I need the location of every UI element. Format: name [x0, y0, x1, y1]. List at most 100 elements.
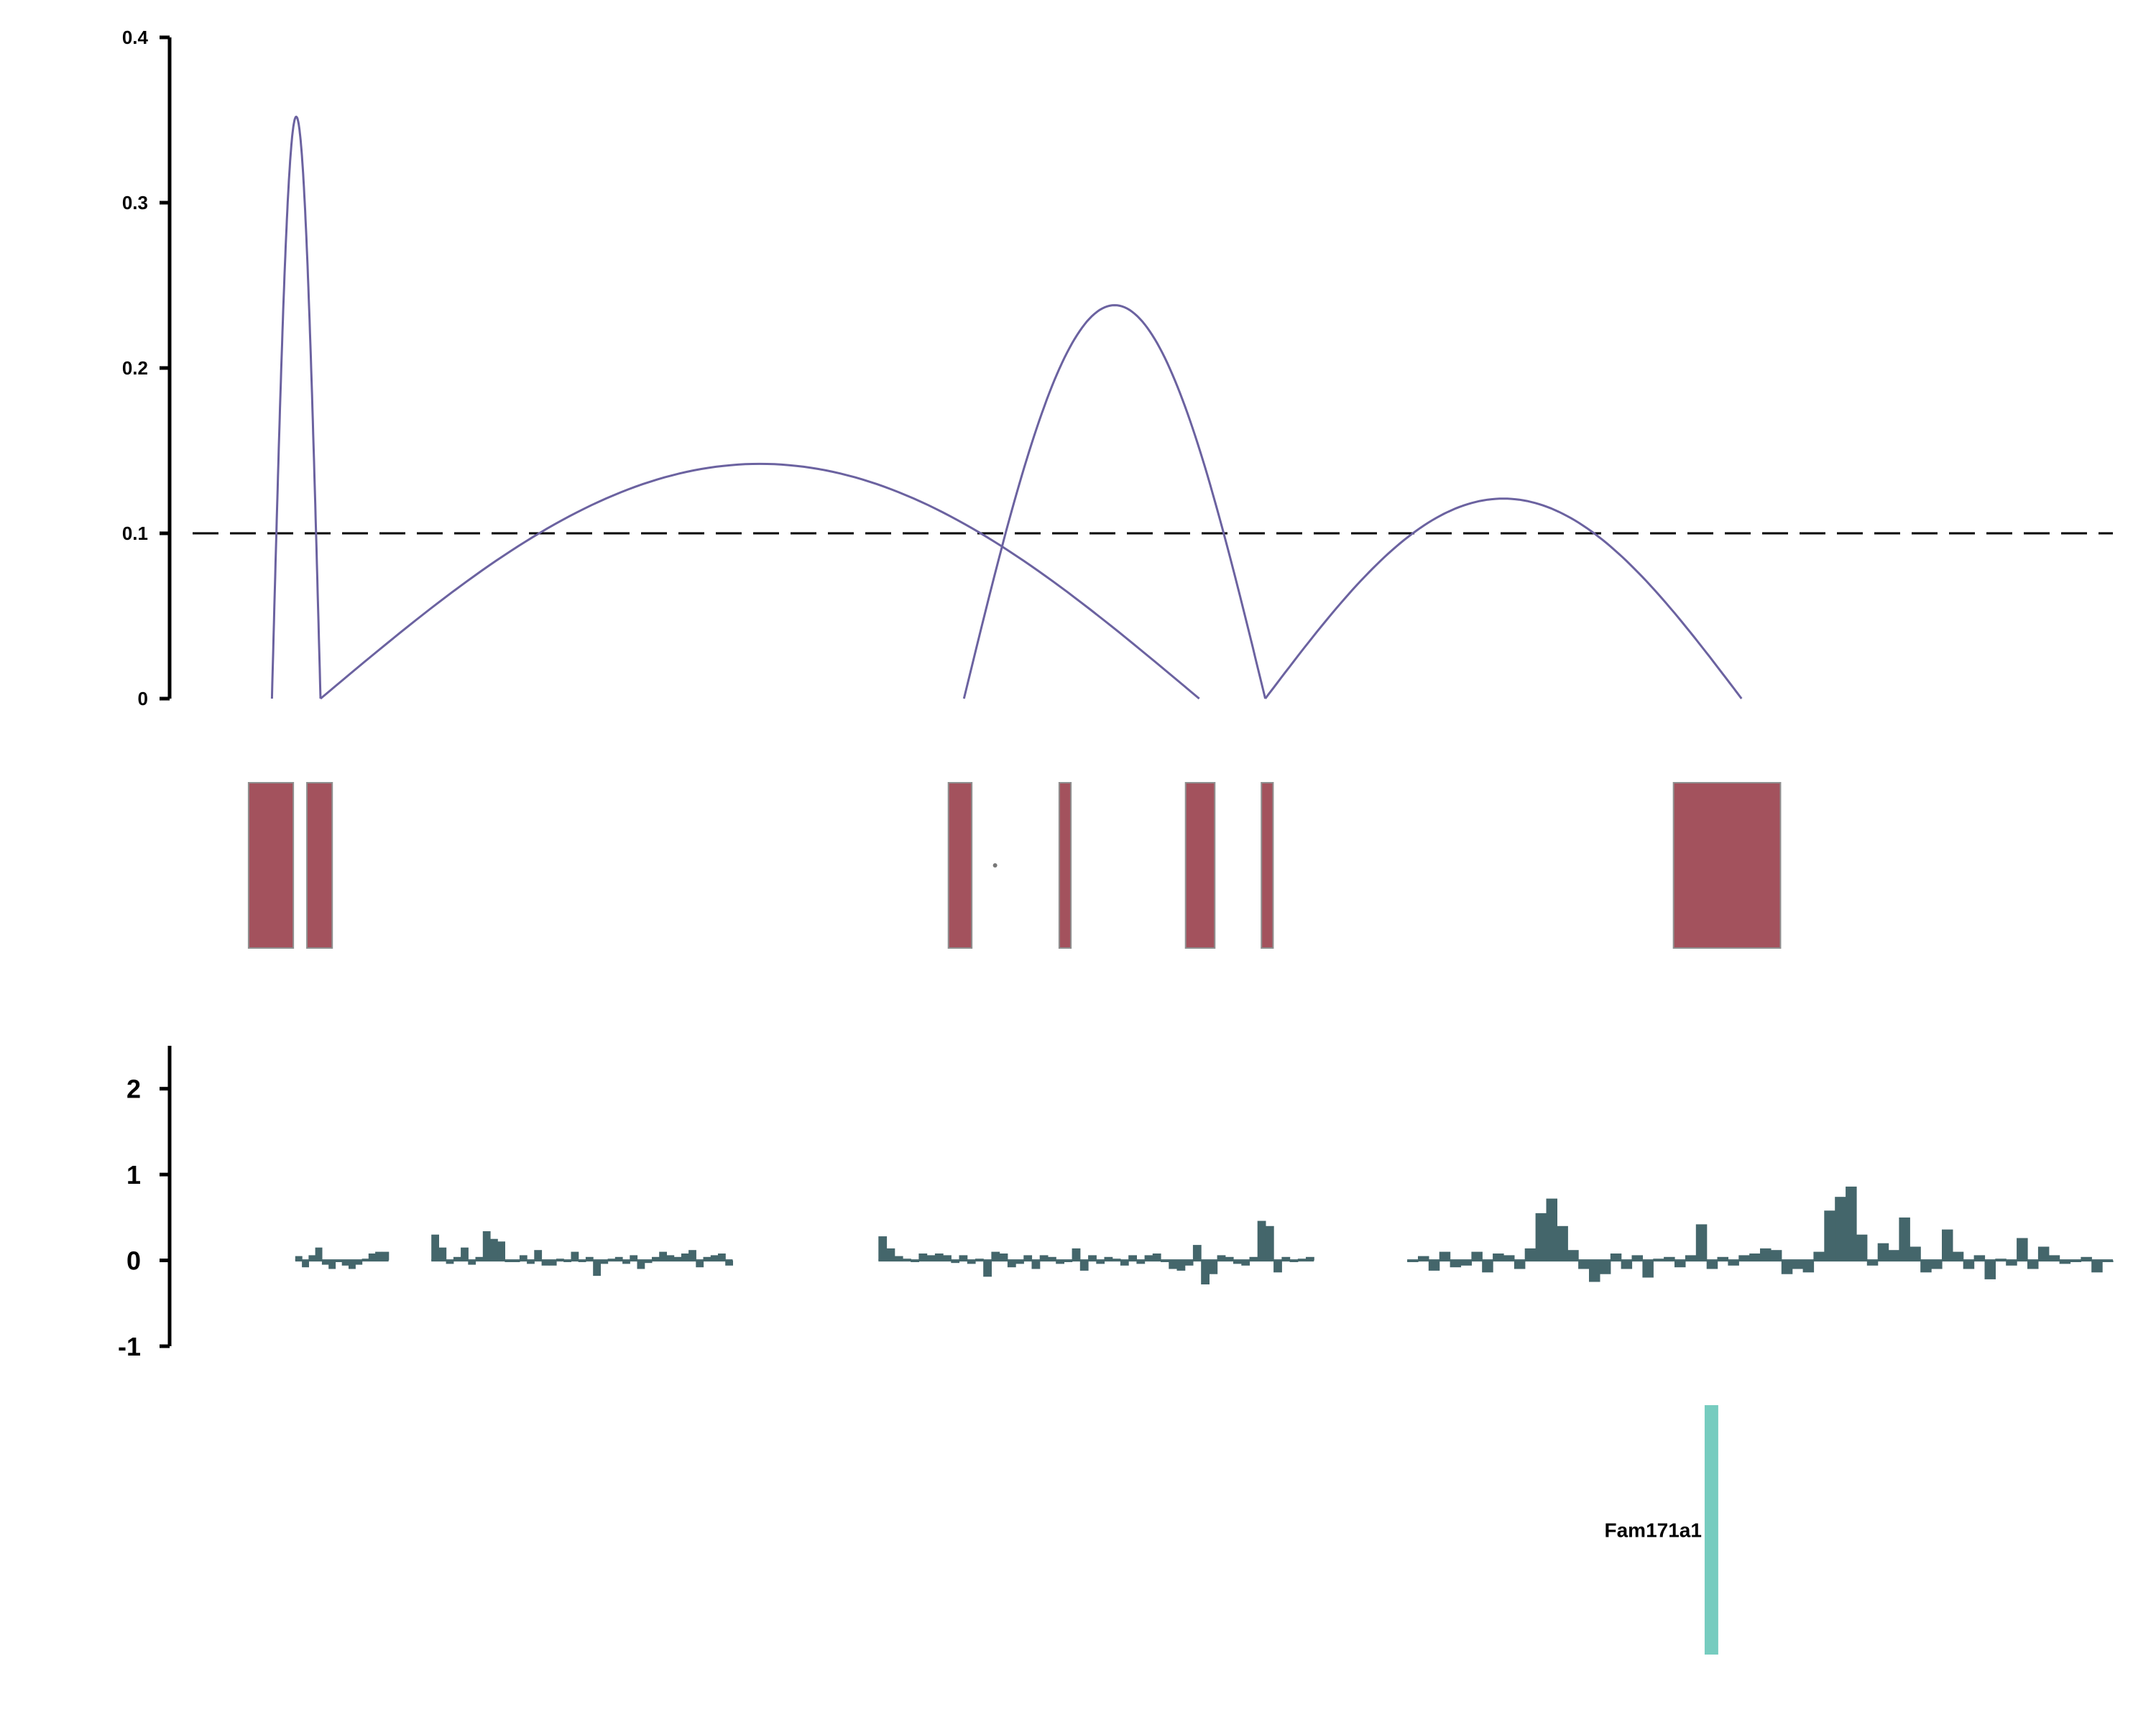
score-bar: [382, 1251, 390, 1261]
score-bar: [1192, 1245, 1202, 1261]
arc-line: [270, 115, 322, 699]
score-bar: [991, 1251, 1000, 1261]
arc-line: [1264, 497, 1743, 699]
y-tick-label: 0.4: [122, 27, 149, 48]
score-bar: [607, 1259, 616, 1261]
score-bar: [975, 1259, 984, 1261]
score-bar: [934, 1254, 944, 1261]
score-bar: [1184, 1260, 1194, 1266]
y-tick-label: 0.2: [122, 357, 148, 379]
score-bar: [1257, 1220, 1266, 1261]
arc-panel: 0 0.1 0.2 0.3 0.4: [122, 27, 2113, 709]
score-bar: [911, 1260, 919, 1262]
score-bar: [1942, 1229, 1953, 1261]
score-bar: [1503, 1255, 1515, 1261]
score-bar: [1048, 1256, 1056, 1261]
score-bar: [1535, 1213, 1547, 1261]
score-bar: [431, 1234, 439, 1261]
score-bar: [1209, 1260, 1218, 1274]
y-tick-label: 0: [138, 688, 148, 709]
score-bar: [943, 1255, 952, 1261]
score-bar: [335, 1260, 343, 1262]
score-bar: [1297, 1259, 1307, 1261]
score-bar: [1589, 1260, 1600, 1282]
score-bar: [368, 1254, 376, 1261]
score-bar: [475, 1256, 484, 1261]
score-bar: [505, 1260, 513, 1262]
score-bar: [446, 1260, 454, 1264]
feature-box: [306, 782, 333, 949]
score-bar: [688, 1250, 696, 1261]
score-bar: [453, 1256, 461, 1261]
feature-dot: [992, 863, 998, 868]
y-tick-label: 0.3: [122, 192, 148, 213]
score-bar: [295, 1256, 303, 1261]
score-bar: [1760, 1248, 1772, 1261]
score-bar: [497, 1241, 505, 1261]
score-bar: [918, 1254, 928, 1261]
score-bar: [1072, 1248, 1081, 1261]
score-bar: [490, 1238, 498, 1261]
score-bar: [1450, 1260, 1462, 1268]
score-bar: [1578, 1260, 1590, 1269]
score-bar: [614, 1256, 623, 1261]
score-bar: [1152, 1254, 1161, 1261]
score-bar: [696, 1260, 704, 1268]
score-bar: [1428, 1260, 1440, 1271]
score-bar: [1770, 1250, 1782, 1261]
score-bar: [2027, 1260, 2039, 1269]
feature-box: [1261, 782, 1274, 949]
score-bar: [1112, 1259, 1121, 1261]
score-bar: [1482, 1260, 1493, 1273]
score-bar: [1664, 1256, 1675, 1261]
score-bar: [1161, 1260, 1169, 1262]
score-bar: [1136, 1260, 1146, 1264]
score-bar: [1007, 1260, 1016, 1268]
score-bar: [1524, 1248, 1537, 1261]
score-bar: [541, 1260, 550, 1266]
score-bar: [1249, 1256, 1258, 1261]
score-bar: [1749, 1254, 1761, 1261]
score-bar: [703, 1256, 711, 1261]
score-bar: [1225, 1256, 1234, 1261]
score-bar: [1963, 1260, 1975, 1269]
score-bar: [1866, 1260, 1879, 1266]
score-bar: [894, 1256, 903, 1261]
score-bar: [585, 1256, 594, 1261]
score-bar: [1015, 1260, 1024, 1264]
score-bar: [1685, 1255, 1697, 1261]
score-bar: [644, 1260, 653, 1264]
gene-bar: [1704, 1405, 1718, 1655]
score-bar: [321, 1260, 329, 1265]
score-bar: [1899, 1217, 1910, 1261]
score-bar: [1281, 1256, 1291, 1261]
score-bar: [1096, 1260, 1105, 1264]
score-bar: [593, 1260, 601, 1276]
score-bar: [512, 1260, 520, 1262]
score-bar: [886, 1248, 895, 1261]
score-bar: [1201, 1260, 1210, 1284]
gene-panel: Fam171a1: [1605, 1405, 1718, 1655]
score-bar: [1717, 1256, 1728, 1261]
score-bar: [1888, 1250, 1900, 1261]
score-bar: [1973, 1255, 1986, 1261]
score-bar: [630, 1255, 638, 1261]
score-bar: [1088, 1255, 1097, 1261]
score-bar: [681, 1254, 689, 1261]
score-bar: [1120, 1260, 1129, 1266]
arc-line: [320, 462, 1200, 700]
score-bar: [926, 1255, 936, 1261]
score-bar: [710, 1255, 719, 1261]
score-bar: [725, 1260, 733, 1266]
score-bar: [878, 1236, 888, 1261]
score-bar: [1599, 1260, 1611, 1274]
score-bar: [1128, 1255, 1137, 1261]
score-bar: [308, 1255, 316, 1261]
score-bar: [482, 1231, 491, 1261]
score-bar: [1728, 1260, 1739, 1266]
score-bar: [2059, 1260, 2071, 1264]
score-bar: [302, 1260, 309, 1268]
score-bar: [1642, 1260, 1654, 1278]
score-bar: [1079, 1260, 1089, 1271]
